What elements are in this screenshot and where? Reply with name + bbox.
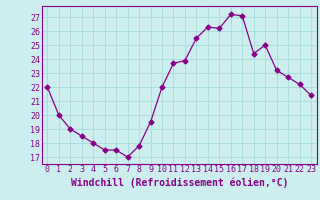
X-axis label: Windchill (Refroidissement éolien,°C): Windchill (Refroidissement éolien,°C) [70, 177, 288, 188]
